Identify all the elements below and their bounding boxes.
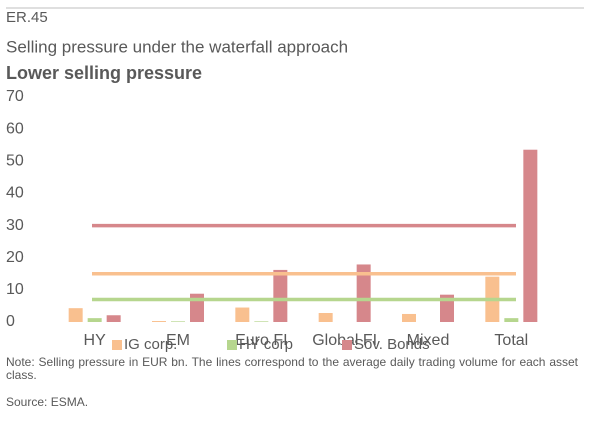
bar xyxy=(235,307,250,322)
bar xyxy=(440,294,454,322)
legend-label: Sov. Bonds xyxy=(354,336,430,353)
legend-swatch xyxy=(342,340,352,350)
y-tick-label: 10 xyxy=(6,281,24,298)
bar xyxy=(402,313,416,322)
legend-label: HY corp xyxy=(239,336,293,353)
y-tick-label: 50 xyxy=(6,153,24,170)
bar xyxy=(318,313,333,322)
note: Note: Selling pressure in EUR bn. The li… xyxy=(6,355,578,382)
x-tick-label: Mixed xyxy=(407,332,450,349)
source: Source: ESMA. xyxy=(6,395,89,409)
legend-swatch xyxy=(112,340,122,350)
y-tick-label: 70 xyxy=(6,88,24,105)
y-tick-label: 20 xyxy=(6,249,24,266)
bar xyxy=(68,308,83,322)
legend-swatch xyxy=(227,340,237,350)
x-tick-label: Euro FI xyxy=(235,332,287,349)
x-tick-label: HY xyxy=(84,332,107,349)
bar xyxy=(504,318,519,322)
y-tick-label: 40 xyxy=(6,185,24,202)
chart-subtitle: Selling pressure under the waterfall app… xyxy=(6,37,348,56)
bar xyxy=(523,149,538,322)
y-tick-label: 60 xyxy=(6,120,24,137)
y-tick-label: 0 xyxy=(6,313,15,330)
legend-label: IG corp. xyxy=(124,336,177,353)
x-tick-label: Total xyxy=(494,332,528,349)
bar xyxy=(254,321,269,322)
bar xyxy=(106,315,121,322)
bar xyxy=(273,269,288,322)
x-tick-label: EM xyxy=(166,332,190,349)
bar xyxy=(152,321,166,322)
y-tick-label: 30 xyxy=(6,217,24,234)
chart-title: Lower selling pressure xyxy=(6,63,202,83)
bar xyxy=(171,321,185,322)
chart-label: ER.45 xyxy=(6,9,48,26)
bar xyxy=(87,318,102,322)
bar xyxy=(356,264,371,322)
